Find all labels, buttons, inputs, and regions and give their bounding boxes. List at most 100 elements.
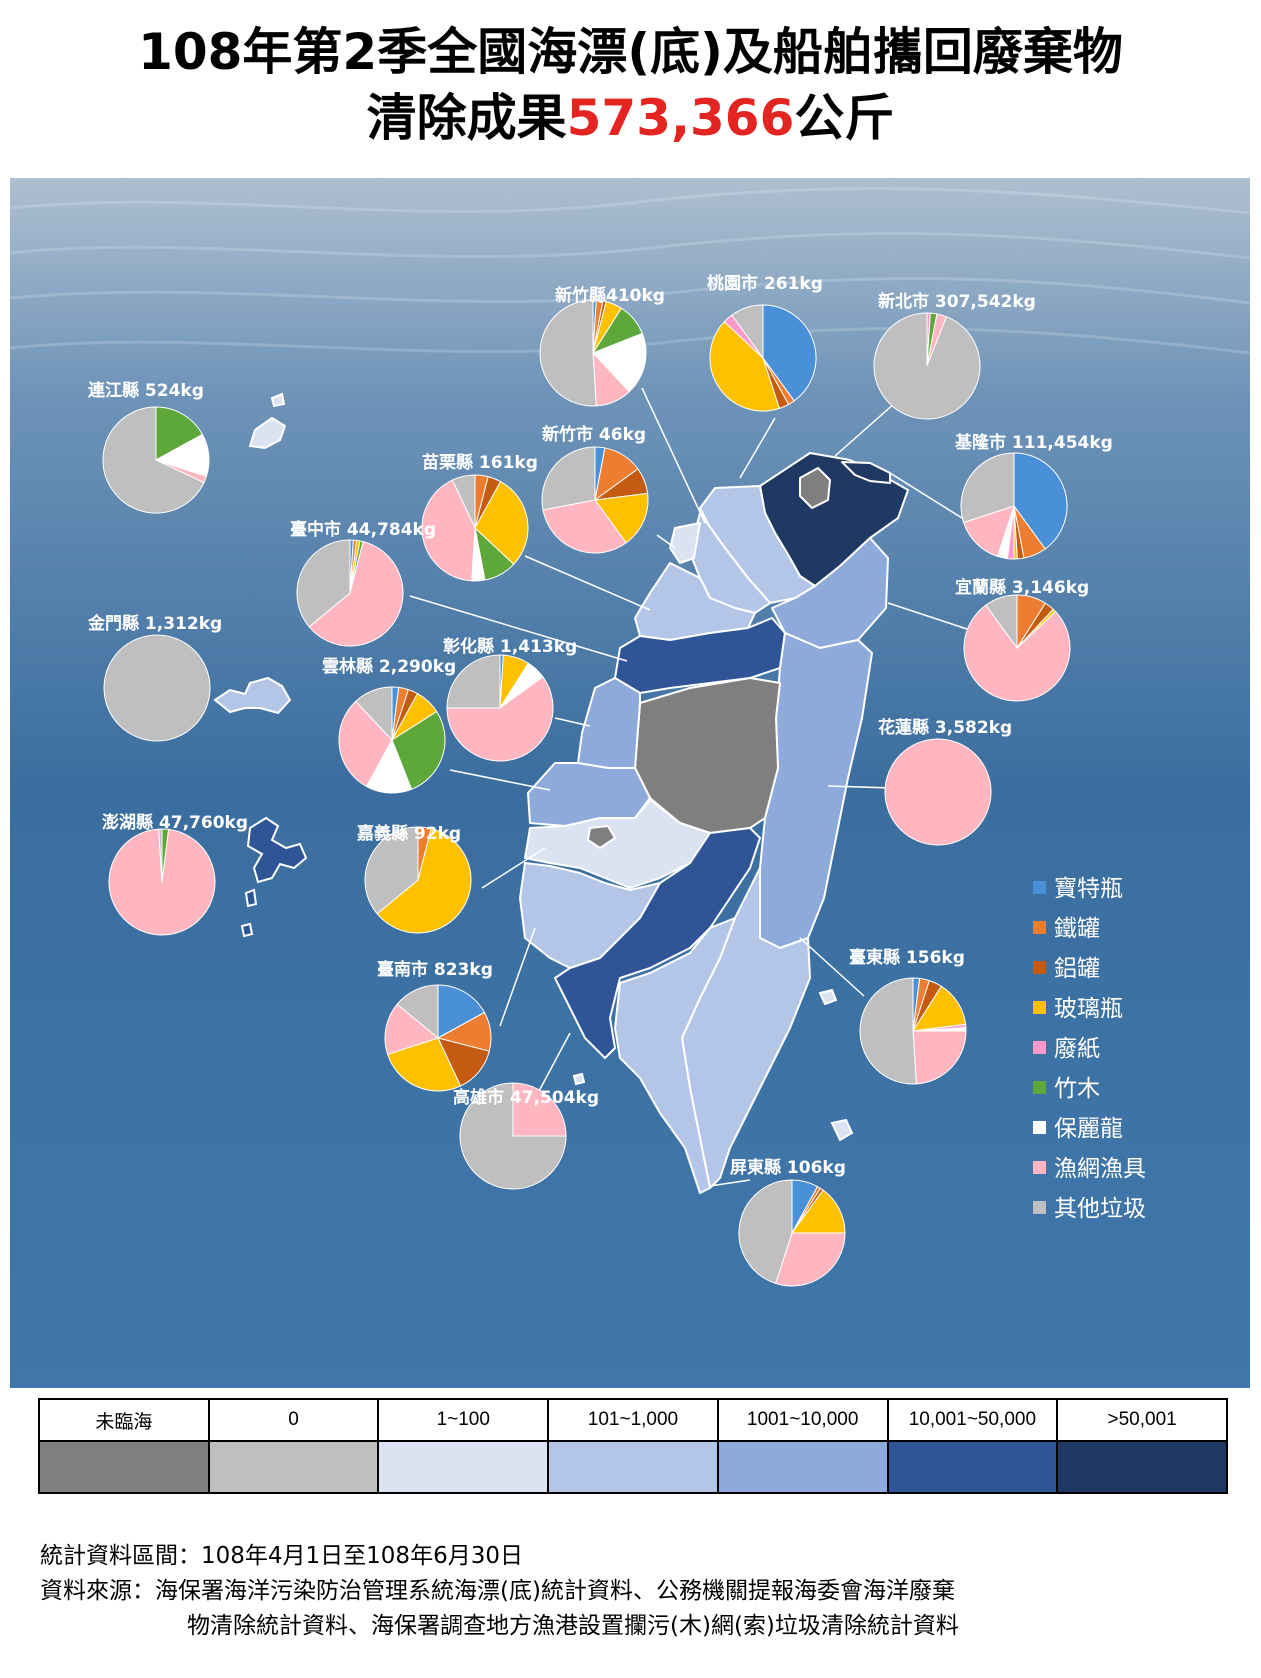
pie-label: 臺東縣 156kg <box>849 947 965 968</box>
scale-label-over-50001: >50,001 <box>1056 1398 1228 1442</box>
pie-0: 新竹縣410kg <box>539 285 665 407</box>
pie-slice-其他垃圾 <box>355 686 393 742</box>
pie-slice-其他垃圾 <box>459 1082 567 1190</box>
pie-slice-玻璃瓶 <box>376 828 472 934</box>
pie-slice-漁網漁具 <box>884 738 992 846</box>
pie-4: 新竹市 46kg <box>541 424 649 554</box>
pie-slice-漁網漁具 <box>774 1232 846 1287</box>
green-island <box>818 988 838 1006</box>
pie-5: 苗栗縣 161kg <box>421 452 538 582</box>
pie-slice-其他垃圾 <box>102 406 205 514</box>
pie-slice-玻璃瓶 <box>474 480 529 565</box>
pie-slice-玻璃瓶 <box>386 1037 462 1092</box>
legend-swatch-竹木 <box>1033 1081 1046 1094</box>
pie-12: 花蓮縣 3,582kg <box>878 717 1012 846</box>
pie-slice-漁網漁具 <box>912 1030 967 1085</box>
pie-16: 臺南市 823kg <box>377 959 493 1092</box>
outlying-islands <box>213 392 854 1142</box>
orchid-island <box>830 1118 854 1142</box>
pie-15: 臺東縣 156kg <box>849 947 967 1085</box>
pie-slice-寶特瓶 <box>1013 452 1068 550</box>
pie-8: 宜蘭縣 3,146kg <box>955 577 1089 702</box>
liuqiu-island <box>572 1072 586 1086</box>
scale-label-10001-50000: 10,001~50,000 <box>886 1398 1059 1442</box>
pie-18: 屏東縣 106kg <box>730 1157 846 1287</box>
legend-swatch-鋁罐 <box>1033 961 1046 974</box>
pie-14: 嘉義縣 92kg <box>356 823 472 934</box>
region-keelung[interactable] <box>841 461 891 484</box>
legend-swatch-其他垃圾 <box>1033 1201 1046 1214</box>
legend-label-漁網漁具: 漁網漁具 <box>1054 1156 1146 1182</box>
pie-slice-漁網漁具 <box>108 828 216 936</box>
region-chiayi-city <box>587 825 616 849</box>
scale-swatch-not-coastal <box>38 1440 210 1494</box>
pie-label: 金門縣 1,312kg <box>87 613 222 634</box>
pie-17: 高雄市 47,504kg <box>453 1082 599 1190</box>
pie-label: 新竹市 46kg <box>542 424 646 445</box>
pie-7: 臺中市 44,784kg <box>290 519 436 647</box>
pie-label: 苗栗縣 161kg <box>422 452 538 473</box>
pie-2: 新北市 307,542kg <box>873 291 1036 420</box>
region-penghu[interactable] <box>246 816 308 884</box>
pie-slice-保麗龍 <box>592 332 647 393</box>
pie-label: 屏東縣 106kg <box>730 1157 846 1178</box>
pie-slice-寶特瓶 <box>437 984 486 1039</box>
page-subtitle: 清除成果573,366公斤 <box>0 88 1261 148</box>
pie-slice-竹木 <box>155 406 204 461</box>
pie-slice-其他垃圾 <box>396 984 439 1040</box>
pie-slice-其他垃圾 <box>960 452 1015 524</box>
legend-swatch-廢紙 <box>1033 1041 1046 1054</box>
taiwan-island <box>519 452 909 1194</box>
pie-slice-玻璃瓶 <box>791 1189 846 1234</box>
pie-13: 澎湖縣 47,760kg <box>102 812 248 936</box>
region-pingtung[interactable] <box>614 917 736 1194</box>
region-taipei <box>799 467 831 509</box>
pie-label: 基隆市 111,454kg <box>954 432 1113 453</box>
legend-swatch-漁網漁具 <box>1033 1161 1046 1174</box>
penghu-islet-1 <box>244 888 258 908</box>
region-kaohsiung[interactable] <box>554 827 761 1059</box>
weight-scale-legend: 未臨海 0 1~100 101~1,000 1001~10,000 10,001… <box>38 1398 1228 1494</box>
region-kinmen[interactable] <box>213 676 292 715</box>
legend-label-鐵罐: 鐵罐 <box>1054 916 1100 942</box>
region-lienchiang[interactable] <box>248 416 287 450</box>
legend-swatch-保麗龍 <box>1033 1121 1046 1134</box>
region-lienchiang-north <box>270 392 286 408</box>
scale-swatch-10001-50000 <box>886 1440 1059 1494</box>
legend-label-玻璃瓶: 玻璃瓶 <box>1054 996 1123 1022</box>
legend-label-其他垃圾: 其他垃圾 <box>1054 1196 1146 1222</box>
pie-label: 宜蘭縣 3,146kg <box>955 577 1089 598</box>
scale-swatch-zero <box>207 1440 380 1494</box>
pie-slice-漁網漁具 <box>308 541 404 647</box>
data-source-line2: 物清除統計資料、海保署調查地方漁港設置攔污(木)網(索)垃圾清除統計資料 <box>187 1613 959 1639</box>
pie-slice-其他垃圾 <box>451 474 476 529</box>
pie-9: 金門縣 1,312kg <box>87 613 222 742</box>
pie-slice-其他垃圾 <box>103 634 211 742</box>
taiwan-waste-map: 新竹縣410kg 桃園市 261kg 新北市 307,542kg 連江縣 524kg 新… <box>10 178 1250 1388</box>
pie-11: 雲林縣 2,290kg <box>322 656 456 794</box>
pie-slice-其他垃圾 <box>541 446 596 511</box>
legend-label-保麗龍: 保麗龍 <box>1054 1116 1123 1142</box>
pie-label: 彰化縣 1,413kg <box>443 636 577 657</box>
pie-slice-其他垃圾 <box>446 654 501 709</box>
legend-label-鋁罐: 鋁罐 <box>1054 956 1100 982</box>
pie-slice-寶特瓶 <box>762 304 817 402</box>
pie-slice-漁網漁具 <box>542 499 627 554</box>
pie-slice-其他垃圾 <box>985 594 1018 650</box>
pie-slice-漁網漁具 <box>963 604 1071 702</box>
scale-label-1-100: 1~100 <box>377 1398 550 1442</box>
pie-3: 連江縣 524kg <box>88 380 210 514</box>
pie-slice-漁網漁具 <box>338 700 393 788</box>
pie-label: 嘉義縣 92kg <box>356 823 461 844</box>
pie-slice-竹木 <box>391 710 446 790</box>
pie-label: 澎湖縣 47,760kg <box>102 812 248 833</box>
legend-label-竹木: 竹木 <box>1054 1076 1100 1102</box>
scale-label-zero: 0 <box>207 1398 380 1442</box>
region-yunlin[interactable] <box>527 762 651 827</box>
pie-slice-其他垃圾 <box>158 828 163 883</box>
pie-slice-其他垃圾 <box>539 299 597 407</box>
pie-slice-其他垃圾 <box>859 977 917 1085</box>
statistics-period: 統計資料區間：108年4月1日至108年6月30日 <box>40 1543 523 1569</box>
penghu-islet-2 <box>240 922 254 938</box>
